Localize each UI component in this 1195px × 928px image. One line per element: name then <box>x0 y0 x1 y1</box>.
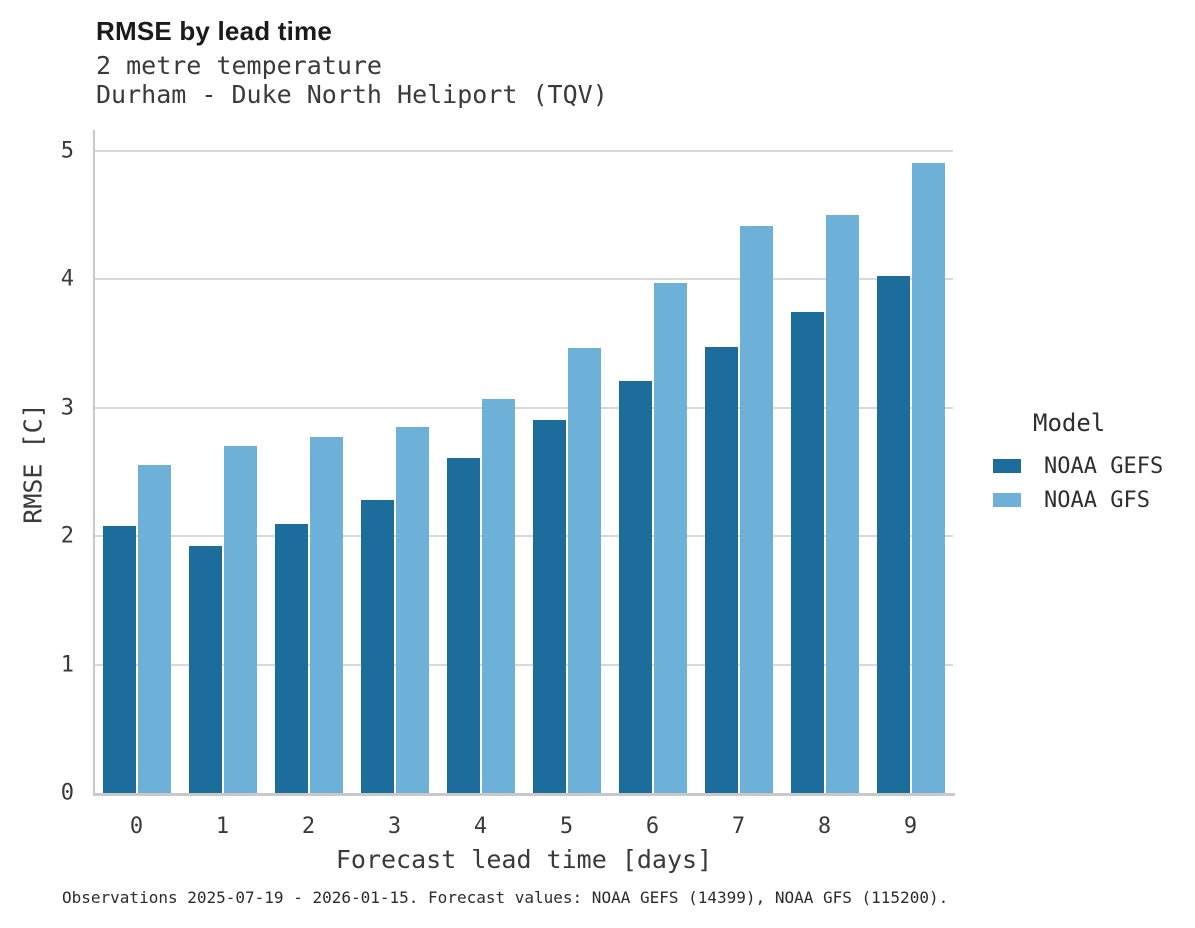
legend-label-noaa-gfs: NOAA GFS <box>1044 487 1150 513</box>
chart-subtitle: 2 metre temperature Durham - Duke North … <box>96 51 608 109</box>
x-axis-label: Forecast lead time [days] <box>335 845 713 874</box>
x-tick-label-2: 2 <box>301 814 316 839</box>
y-tick-label-2: 2 <box>60 523 74 549</box>
bar-noaa-gefs-day0 <box>102 525 136 793</box>
x-tick-label-0: 0 <box>129 814 144 839</box>
legend-swatch-noaa-gefs <box>993 459 1021 473</box>
legend-swatch-noaa-gfs <box>993 493 1021 507</box>
bar-noaa-gefs-day6 <box>618 380 652 793</box>
gridline-y4 <box>95 278 953 281</box>
y-tick-label-4: 4 <box>60 266 74 292</box>
legend-entries: NOAA GEFS NOAA GFS <box>993 449 1193 517</box>
legend-entry-noaa-gefs: NOAA GEFS <box>993 449 1193 483</box>
x-tick-label-3: 3 <box>387 814 402 839</box>
bar-noaa-gfs-day0 <box>137 465 171 793</box>
x-tick-label-7: 7 <box>731 814 746 839</box>
y-tick-label-5: 5 <box>60 138 74 164</box>
y-tick-label-3: 3 <box>60 395 74 421</box>
bar-noaa-gfs-day6 <box>653 282 687 793</box>
footnote-caption: Observations 2025-07-19 - 2026-01-15. Fo… <box>62 888 949 907</box>
bar-noaa-gfs-day4 <box>481 398 515 793</box>
bar-noaa-gefs-day1 <box>188 546 222 793</box>
x-tick-label-6: 6 <box>645 814 660 839</box>
bar-noaa-gfs-day8 <box>825 214 859 793</box>
bar-noaa-gfs-day7 <box>739 226 773 793</box>
gridline-y1 <box>95 663 953 666</box>
bar-noaa-gefs-day8 <box>790 312 824 793</box>
y-axis-spine <box>93 130 95 795</box>
plot-area <box>95 130 953 793</box>
y-tick-label-1: 1 <box>60 652 74 677</box>
bar-noaa-gefs-day2 <box>274 524 308 793</box>
legend: Model NOAA GEFS NOAA GFS <box>993 409 1193 517</box>
legend-label-noaa-gefs: NOAA GEFS <box>1044 453 1164 479</box>
bar-noaa-gefs-day9 <box>876 276 910 793</box>
bar-noaa-gfs-day5 <box>567 348 601 793</box>
bar-noaa-gfs-day3 <box>395 426 429 793</box>
bar-noaa-gefs-day5 <box>532 420 566 793</box>
bar-noaa-gefs-day7 <box>704 347 738 793</box>
gridline-y5 <box>95 149 953 152</box>
chart-title: RMSE by lead time <box>96 16 333 46</box>
gridline-y2 <box>95 535 953 538</box>
x-tick-label-1: 1 <box>215 814 230 839</box>
x-tick-label-5: 5 <box>559 814 574 839</box>
legend-title: Model <box>1033 409 1106 437</box>
subtitle-station: Durham - Duke North Heliport (TQV) <box>96 80 608 109</box>
bar-noaa-gfs-day2 <box>309 437 343 793</box>
bar-noaa-gefs-day3 <box>360 500 394 793</box>
x-tick-label-4: 4 <box>473 814 488 839</box>
gridline-y3 <box>95 406 953 409</box>
bar-noaa-gfs-day1 <box>223 446 257 793</box>
x-tick-label-8: 8 <box>817 814 832 839</box>
x-axis-spine <box>93 793 955 796</box>
bar-noaa-gefs-day4 <box>446 457 480 793</box>
subtitle-variable: 2 metre temperature <box>96 51 382 80</box>
y-tick-label-0: 0 <box>60 780 74 806</box>
legend-entry-noaa-gfs: NOAA GFS <box>993 483 1193 517</box>
x-tick-label-9: 9 <box>903 814 918 839</box>
bar-noaa-gfs-day9 <box>911 163 945 793</box>
